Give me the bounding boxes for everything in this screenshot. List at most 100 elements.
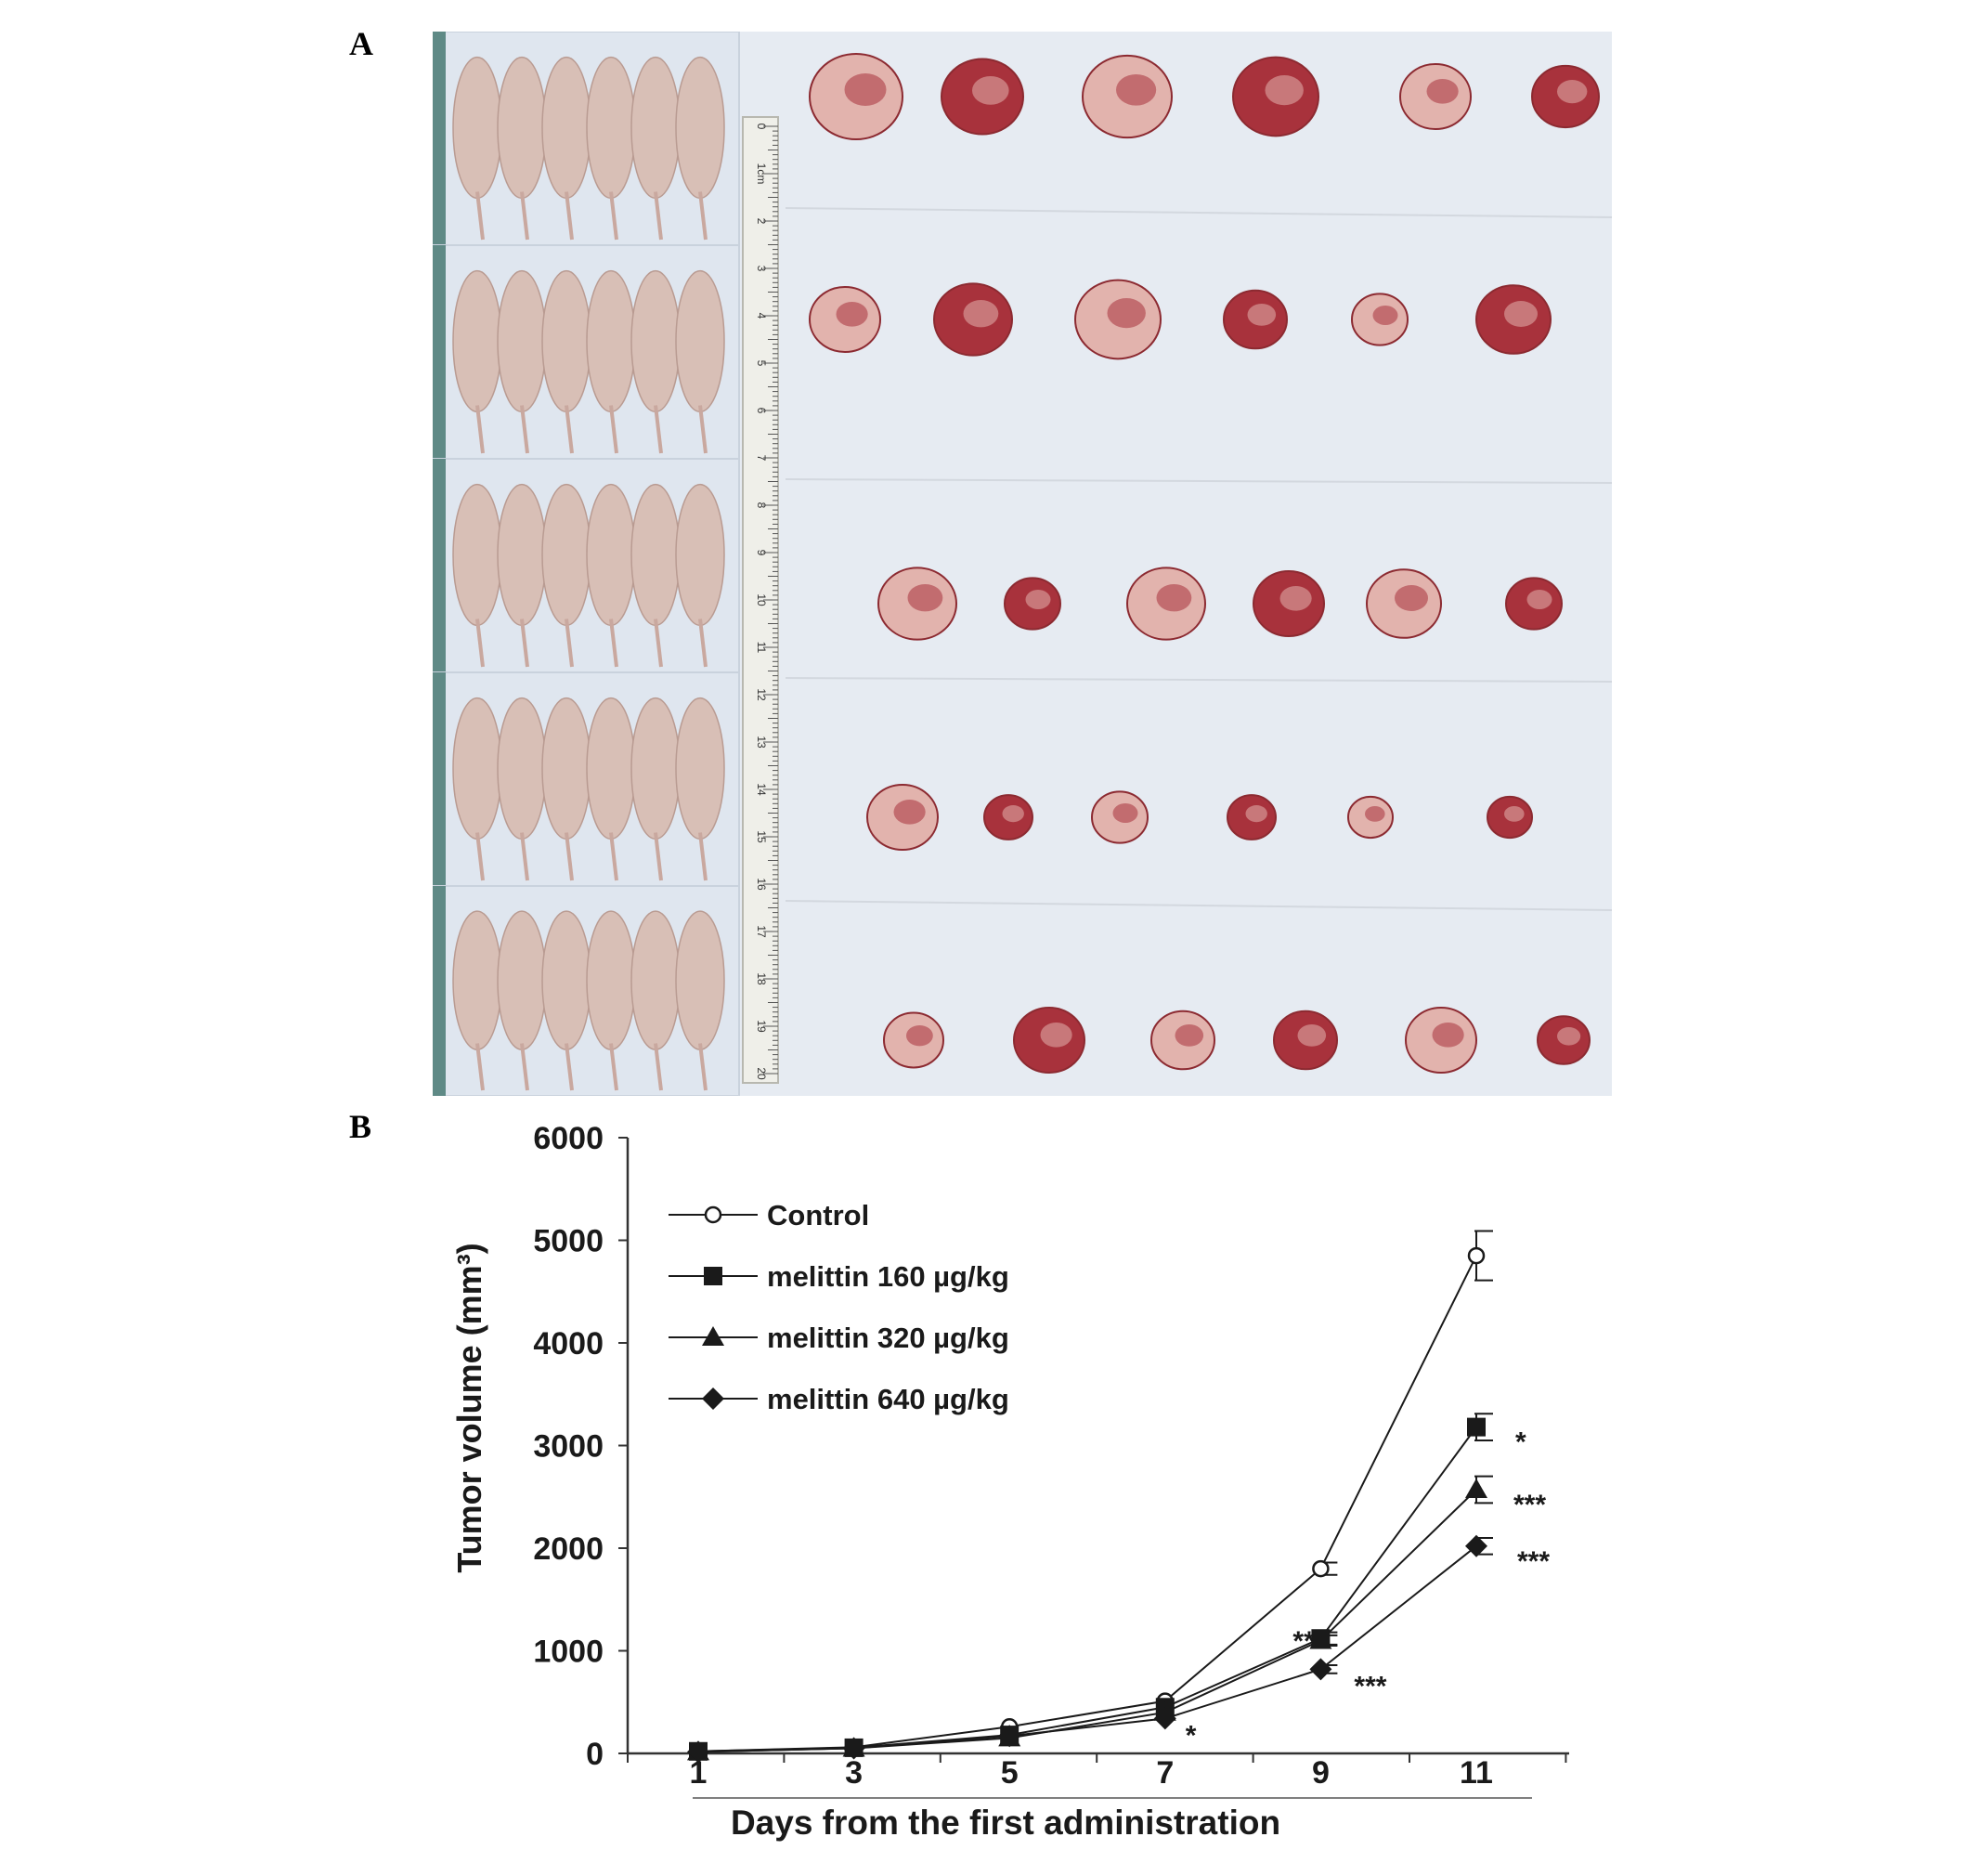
- data-markers: [687, 1246, 1487, 1764]
- mice-strip-edge: [433, 32, 446, 245]
- legend-label: melittin 640 µg/kg: [767, 1383, 1009, 1415]
- tumor-highlight: [1372, 306, 1398, 325]
- tumor-highlight: [1557, 80, 1588, 104]
- data-point: [1467, 1417, 1486, 1437]
- data-point: [842, 1737, 865, 1760]
- mouse-tail: [520, 191, 529, 241]
- mouse-tail: [520, 405, 529, 454]
- mouse-tail: [565, 832, 574, 881]
- tumor-highlight: [1107, 298, 1146, 329]
- y-axis-label: Tumor volume (mm³): [450, 1243, 488, 1572]
- ruler-label: 5: [755, 360, 768, 367]
- y-tick-label: 0: [586, 1737, 604, 1772]
- tumor-highlight: [1504, 301, 1538, 327]
- series-line: [697, 1489, 1477, 1753]
- tumor-highlight: [1395, 585, 1428, 611]
- row-dividers: [785, 207, 1612, 911]
- data-point: [704, 1205, 722, 1224]
- ruler-label: 15: [755, 830, 768, 843]
- mouse-tail: [698, 191, 708, 241]
- data-point: [998, 1725, 1021, 1748]
- data-point: [687, 1740, 709, 1764]
- data-point: [1465, 1479, 1487, 1499]
- series-line: [697, 1427, 1477, 1752]
- mouse-tail: [520, 832, 529, 881]
- ruler-label: 0: [755, 124, 768, 130]
- row-divider: [785, 900, 1612, 911]
- significance-label: ***: [1354, 1671, 1386, 1701]
- data-point: [1467, 1246, 1486, 1265]
- significance-label: ***: [1513, 1490, 1546, 1520]
- row-divider: [785, 207, 1612, 218]
- mouse-tail: [654, 619, 663, 668]
- y-tick-label: 5000: [533, 1224, 604, 1259]
- mouse-tail: [520, 1043, 529, 1091]
- significance-label: *: [1186, 1720, 1197, 1751]
- mouse-tail: [654, 1043, 663, 1091]
- y-tick-labels: 0 1000 2000 3000 4000 5000 6000: [533, 1121, 604, 1772]
- tumor-highlight: [844, 73, 887, 106]
- data-point: [704, 1267, 722, 1285]
- mouse-tail: [654, 832, 663, 881]
- ruler-label: 2: [755, 218, 768, 225]
- x-tick-label: 7: [1156, 1755, 1174, 1791]
- mouse-tail: [475, 1043, 485, 1091]
- ruler-ticks: 0 1cm 2 3 4 5 6 7 8 9 10 11 12 13 14 15 16 17 18 19 20: [755, 124, 778, 1080]
- mouse-tail: [654, 191, 663, 241]
- row-divider: [785, 478, 1612, 484]
- legend-label: melittin 160 µg/kg: [767, 1260, 1009, 1293]
- tumor-highlight: [1156, 584, 1192, 612]
- x-tick-labels: 1 3 5 7 9 11: [690, 1755, 1493, 1791]
- tumor-highlight: [1265, 75, 1304, 106]
- mice-strip-edge: [433, 672, 446, 886]
- significance-annotations: *************: [1186, 1427, 1551, 1752]
- y-tick-label: 6000: [533, 1121, 604, 1156]
- tumor-highlight: [963, 300, 999, 328]
- data-point: [702, 1387, 724, 1410]
- ruler-label: 13: [755, 736, 768, 749]
- tumor-highlight: [1002, 805, 1024, 823]
- mice-strip-edge: [433, 886, 446, 1096]
- ruler-label: 19: [755, 1020, 768, 1033]
- mouse-tail: [654, 405, 663, 454]
- ruler-label: 6: [755, 408, 768, 414]
- mouse-tail: [698, 1043, 708, 1091]
- mouse-tail: [698, 619, 708, 668]
- ruler: 0 1cm 2 3 4 5 6 7 8 9 10 11 12 13 14 15 16 17 18 19 20: [742, 116, 779, 1084]
- ruler-label: 9: [755, 550, 768, 556]
- mice-strip-edge: [433, 459, 446, 672]
- tumor-highlight: [972, 76, 1009, 105]
- significance-label: **: [1292, 1626, 1315, 1657]
- legend: Control melittin 160 µg/kg melittin 320 µg…: [669, 1199, 1009, 1415]
- x-tick-label: 9: [1312, 1755, 1330, 1791]
- mouse-tail: [565, 405, 574, 454]
- legend-label: melittin 320 µg/kg: [767, 1322, 1009, 1354]
- mouse-tail: [475, 832, 485, 881]
- ruler-label: 16: [755, 878, 768, 891]
- y-tick-label: 4000: [533, 1326, 604, 1361]
- mouse-tail: [609, 191, 618, 241]
- x-tick-label: 3: [845, 1755, 863, 1791]
- ruler-label: 4: [755, 313, 768, 319]
- tumor-highlight: [1526, 590, 1552, 609]
- ruler-label: 17: [755, 925, 768, 938]
- ruler-label: 1cm: [755, 163, 768, 185]
- ruler-label: 8: [755, 502, 768, 509]
- tumor-highlight: [1426, 79, 1459, 104]
- tumor-highlight: [1279, 586, 1312, 611]
- ruler-label: 12: [755, 688, 768, 701]
- tumor-highlight: [1245, 805, 1267, 823]
- series-line: [697, 1545, 1477, 1753]
- x-tick-label: 11: [1460, 1755, 1493, 1791]
- chart-axes: [618, 1137, 1569, 1799]
- ruler-label: 7: [755, 455, 768, 462]
- tumor-highlight: [1297, 1024, 1327, 1047]
- mouse-tail: [475, 619, 485, 668]
- legend-label: Control: [767, 1199, 869, 1231]
- mouse-tail: [475, 191, 485, 241]
- tumor-highlight: [1432, 1023, 1464, 1048]
- tumor-highlight: [1557, 1027, 1581, 1046]
- tumor-photograph: 0 1cm 2 3 4 5 6 7 8 9 10 11 12 13 14 15 16 17 18 19 20: [433, 32, 1612, 1096]
- mice-column: [433, 32, 740, 1096]
- y-tick-label: 2000: [533, 1531, 604, 1567]
